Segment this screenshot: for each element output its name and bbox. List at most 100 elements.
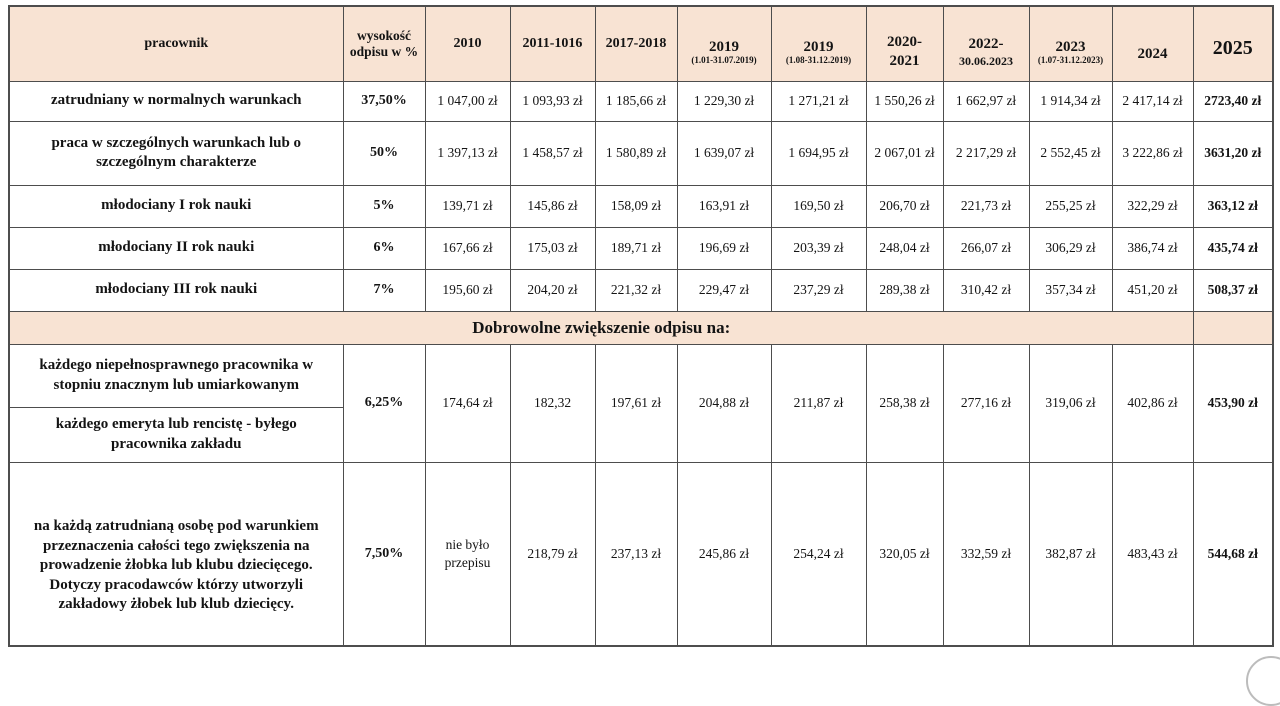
section-header-empty-cell: [1192, 310, 1274, 345]
value-cell: 206,70 zł: [865, 184, 944, 228]
value-cell: 204,20 zł: [509, 268, 596, 312]
value-cell: 306,29 zł: [1028, 226, 1113, 270]
percent-cell: 6%: [342, 226, 426, 270]
value-cell: 1 662,97 zł: [942, 80, 1030, 122]
row-label: młodociany I rok nauki: [8, 184, 344, 228]
value-cell: 1 397,13 zł: [424, 120, 511, 186]
col-header-2020-line1: 2020-: [887, 34, 922, 50]
value-cell: 218,79 zł: [509, 461, 596, 647]
table-row: młodociany III rok nauki 7% 195,60 zł 20…: [8, 268, 1274, 312]
col-header-wysokosc-label: wysokość odpisu w %: [349, 28, 419, 59]
col-header-2023-range: (1.07-31.12.2023): [1037, 55, 1104, 65]
corner-arc-decoration: [1246, 656, 1280, 706]
value-cell: 451,20 zł: [1111, 268, 1194, 312]
value-cell: 483,43 zł: [1111, 461, 1194, 647]
col-header-2022: 2022- 30.06.2023: [942, 5, 1030, 82]
value-cell: 319,06 zł: [1028, 343, 1113, 463]
value-cell: 2 217,29 zł: [942, 120, 1030, 186]
col-header-2024-label: 2024: [1137, 45, 1168, 62]
percent-cell: 7%: [342, 268, 426, 312]
value-cell: 258,38 zł: [865, 343, 944, 463]
value-cell: 1 271,21 zł: [770, 80, 867, 122]
merged-row-part-b: każdego emeryta lub rencistę - byłego pr…: [8, 406, 1273, 463]
value-cell: 169,50 zł: [770, 184, 867, 228]
value-cell: 167,66 zł: [424, 226, 511, 270]
value-cell: 254,24 zł: [770, 461, 867, 647]
value-cell: 211,87 zł: [770, 343, 867, 463]
value-cell: 1 229,30 zł: [676, 80, 772, 122]
percent-cell: 6,25%: [342, 343, 426, 463]
table-row: młodociany I rok nauki 5% 139,71 zł 145,…: [8, 184, 1274, 228]
value-cell: 3 222,86 zł: [1111, 120, 1194, 186]
value-cell: 1 639,07 zł: [676, 120, 772, 186]
table-row: praca w szczególnych warunkach lub o szc…: [8, 120, 1274, 186]
col-header-2010-label: 2010: [453, 35, 482, 51]
value-cell: 189,71 zł: [594, 226, 678, 270]
row-label: każdego niepełnosprawnego pracownika w s…: [8, 343, 344, 408]
value-cell: 248,04 zł: [865, 226, 944, 270]
value-cell: 1 914,34 zł: [1028, 80, 1113, 122]
value-cell: 204,88 zł: [676, 343, 772, 463]
col-header-2019a-range: (1.01-31.07.2019): [691, 55, 757, 65]
value-cell: 163,91 zł: [676, 184, 772, 228]
value-cell-2025: 453,90 zł: [1192, 343, 1274, 463]
col-header-2010: 2010: [424, 5, 511, 82]
value-cell: 245,86 zł: [676, 461, 772, 647]
value-cell: 174,64 zł: [424, 343, 511, 463]
value-cell: 322,29 zł: [1111, 184, 1194, 228]
value-cell: 266,07 zł: [942, 226, 1030, 270]
value-cell: 1 550,26 zł: [865, 80, 944, 122]
value-cell: 1 694,95 zł: [770, 120, 867, 186]
percent-cell: 7,50%: [342, 461, 426, 647]
col-header-2020-2021: 2020- 2021: [865, 5, 944, 82]
value-cell: 237,13 zł: [594, 461, 678, 647]
value-cell: 402,86 zł: [1111, 343, 1194, 463]
col-header-pracownik-label: pracownik: [144, 35, 209, 51]
percent-cell: 50%: [342, 120, 426, 186]
col-header-2022-line2: 30.06.2023: [959, 53, 1013, 68]
value-cell: 382,87 zł: [1028, 461, 1113, 647]
value-cell: 2 552,45 zł: [1028, 120, 1113, 186]
value-cell: 221,73 zł: [942, 184, 1030, 228]
percent-cell: 5%: [342, 184, 426, 228]
col-header-2011-label: 2011-1016: [522, 35, 583, 51]
col-header-2025: 2025: [1192, 5, 1274, 82]
value-cell: 1 185,66 zł: [594, 80, 678, 122]
value-cell: 255,25 zł: [1028, 184, 1113, 228]
value-cell-2025: 508,37 zł: [1192, 268, 1274, 312]
value-cell: 237,29 zł: [770, 268, 867, 312]
row-label: na każdą zatrudnianą osobę pod warunkiem…: [8, 461, 344, 647]
value-cell: 221,32 zł: [594, 268, 678, 312]
value-cell: 357,34 zł: [1028, 268, 1113, 312]
col-header-pracownik: pracownik: [8, 5, 344, 82]
col-header-2019b-year: 2019: [803, 38, 834, 55]
col-header-2011-1016: 2011-1016: [509, 5, 596, 82]
value-cell: 197,61 zł: [594, 343, 678, 463]
row-label: praca w szczególnych warunkach lub o szc…: [8, 120, 344, 186]
value-cell: 182,32: [509, 343, 596, 463]
value-cell: 139,71 zł: [424, 184, 511, 228]
value-cell: 1 580,89 zł: [594, 120, 678, 186]
row-label: zatrudniany w normalnych warunkach: [8, 80, 344, 122]
value-cell: nie było przepisu: [424, 461, 511, 647]
value-cell: 2 067,01 zł: [865, 120, 944, 186]
value-cell: 310,42 zł: [942, 268, 1030, 312]
value-cell: 1 047,00 zł: [424, 80, 511, 122]
col-header-2017-label: 2017-2018: [605, 35, 667, 51]
value-cell: 229,47 zł: [676, 268, 772, 312]
col-header-2019-first-half: 2019 (1.01-31.07.2019): [676, 5, 772, 82]
value-cell-2025: 2723,40 zł: [1192, 80, 1274, 122]
value-cell: 386,74 zł: [1111, 226, 1194, 270]
table-row: na każdą zatrudnianą osobę pod warunkiem…: [8, 461, 1274, 647]
col-header-2023: 2023 (1.07-31.12.2023): [1028, 5, 1113, 82]
value-cell: 2 417,14 zł: [1111, 80, 1194, 122]
value-cell-2025: 544,68 zł: [1192, 461, 1274, 647]
col-header-2017-2018: 2017-2018: [594, 5, 678, 82]
col-header-2022-line1: 2022-: [968, 35, 1004, 52]
col-header-2024: 2024: [1111, 5, 1194, 82]
value-cell-2025: 363,12 zł: [1192, 184, 1274, 228]
row-label: młodociany III rok nauki: [8, 268, 344, 312]
value-cell: 1 093,93 zł: [509, 80, 596, 122]
percent-cell: 37,50%: [342, 80, 426, 122]
col-header-2019-second-half: 2019 (1.08-31.12.2019): [770, 5, 867, 82]
